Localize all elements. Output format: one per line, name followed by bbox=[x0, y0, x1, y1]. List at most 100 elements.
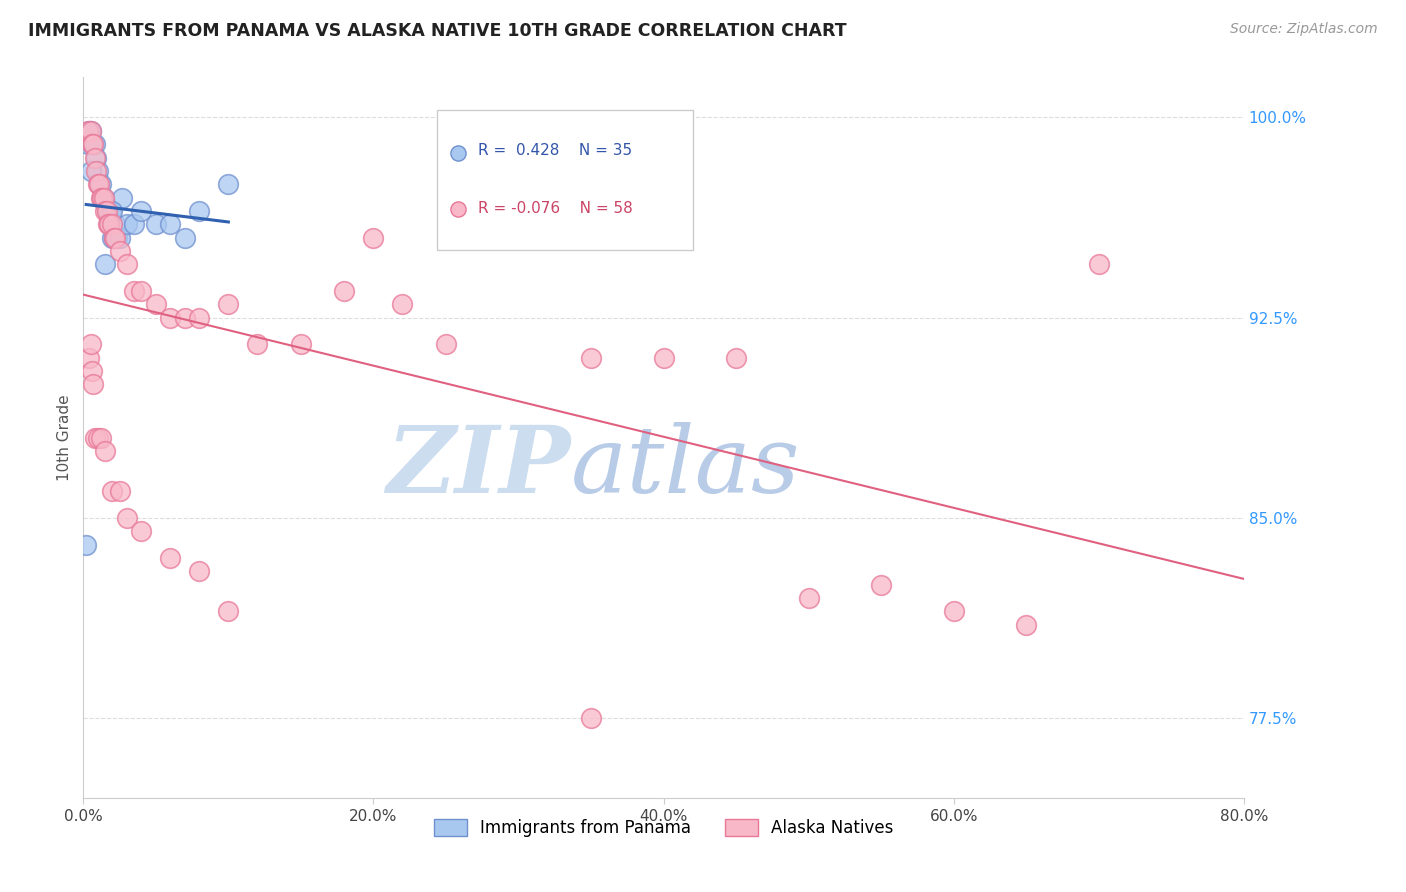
Point bbox=[131, 284, 153, 298]
Point bbox=[333, 284, 356, 298]
Point bbox=[76, 124, 98, 138]
Point bbox=[725, 351, 748, 365]
Point bbox=[115, 511, 138, 525]
Point bbox=[94, 195, 117, 210]
Point bbox=[159, 310, 181, 325]
Text: IMMIGRANTS FROM PANAMA VS ALASKA NATIVE 10TH GRADE CORRELATION CHART: IMMIGRANTS FROM PANAMA VS ALASKA NATIVE … bbox=[28, 22, 846, 40]
Point bbox=[217, 178, 239, 192]
Point bbox=[434, 337, 457, 351]
Point bbox=[98, 217, 121, 231]
Point bbox=[97, 203, 120, 218]
Point bbox=[797, 591, 820, 605]
Point bbox=[108, 244, 131, 258]
Point bbox=[579, 351, 602, 365]
Point bbox=[97, 217, 120, 231]
Point bbox=[75, 537, 97, 551]
Point bbox=[93, 190, 115, 204]
Point bbox=[91, 190, 114, 204]
Point bbox=[101, 217, 124, 231]
Legend: Immigrants from Panama, Alaska Natives: Immigrants from Panama, Alaska Natives bbox=[427, 813, 900, 844]
Point bbox=[76, 137, 98, 152]
Point bbox=[115, 257, 138, 271]
Point bbox=[217, 604, 239, 618]
Point bbox=[188, 564, 211, 578]
Point bbox=[103, 230, 125, 244]
Point bbox=[159, 550, 181, 565]
Point bbox=[87, 164, 110, 178]
Point bbox=[98, 217, 121, 231]
Point bbox=[1087, 257, 1109, 271]
Point bbox=[94, 257, 117, 271]
Point bbox=[82, 137, 104, 152]
Point bbox=[105, 230, 128, 244]
Point bbox=[870, 577, 893, 591]
Point bbox=[942, 604, 965, 618]
Point bbox=[79, 124, 101, 138]
Point bbox=[101, 230, 124, 244]
Point bbox=[91, 190, 114, 204]
Point bbox=[391, 297, 413, 311]
Point bbox=[94, 203, 117, 218]
Point bbox=[79, 164, 101, 178]
Point bbox=[96, 203, 118, 218]
Point bbox=[159, 217, 181, 231]
Point bbox=[79, 124, 101, 138]
Point bbox=[93, 190, 115, 204]
Point bbox=[96, 203, 118, 218]
Point bbox=[111, 190, 134, 204]
Point bbox=[108, 230, 131, 244]
Y-axis label: 10th Grade: 10th Grade bbox=[58, 394, 72, 481]
Point bbox=[108, 484, 131, 499]
Point bbox=[122, 217, 145, 231]
Point bbox=[77, 124, 100, 138]
Point bbox=[101, 203, 124, 218]
Point bbox=[246, 337, 269, 351]
Point bbox=[652, 351, 675, 365]
Text: Source: ZipAtlas.com: Source: ZipAtlas.com bbox=[1230, 22, 1378, 37]
Point bbox=[508, 203, 530, 218]
Point bbox=[87, 431, 110, 445]
Point bbox=[363, 230, 385, 244]
Point bbox=[87, 178, 110, 192]
Point bbox=[82, 137, 104, 152]
Point bbox=[80, 364, 103, 378]
Point bbox=[1015, 617, 1038, 632]
Point bbox=[77, 351, 100, 365]
Point bbox=[145, 297, 167, 311]
Point bbox=[83, 137, 105, 152]
Point bbox=[90, 431, 112, 445]
Point bbox=[90, 190, 112, 204]
Point bbox=[104, 217, 127, 231]
Point bbox=[101, 484, 124, 499]
Text: R = -0.076    N = 58: R = -0.076 N = 58 bbox=[478, 201, 633, 216]
Point bbox=[79, 337, 101, 351]
Point bbox=[80, 137, 103, 152]
Point bbox=[83, 151, 105, 165]
Point bbox=[80, 137, 103, 152]
Point bbox=[100, 203, 122, 218]
Point bbox=[83, 431, 105, 445]
Point bbox=[145, 217, 167, 231]
Point bbox=[86, 164, 108, 178]
Point bbox=[89, 178, 111, 192]
FancyBboxPatch shape bbox=[437, 110, 693, 251]
Text: R =  0.428    N = 35: R = 0.428 N = 35 bbox=[478, 144, 631, 159]
Text: atlas: atlas bbox=[571, 422, 800, 512]
Point bbox=[131, 203, 153, 218]
Point bbox=[188, 203, 211, 218]
Point bbox=[579, 711, 602, 725]
Point bbox=[115, 217, 138, 231]
Point bbox=[122, 284, 145, 298]
Text: ZIP: ZIP bbox=[387, 422, 571, 512]
Point bbox=[173, 310, 195, 325]
Point bbox=[173, 230, 195, 244]
Point bbox=[290, 337, 312, 351]
Point bbox=[94, 444, 117, 458]
Point bbox=[82, 377, 104, 392]
Point bbox=[104, 230, 127, 244]
Point bbox=[131, 524, 153, 539]
Point bbox=[217, 297, 239, 311]
Point bbox=[89, 178, 111, 192]
Point bbox=[188, 310, 211, 325]
Point bbox=[86, 151, 108, 165]
